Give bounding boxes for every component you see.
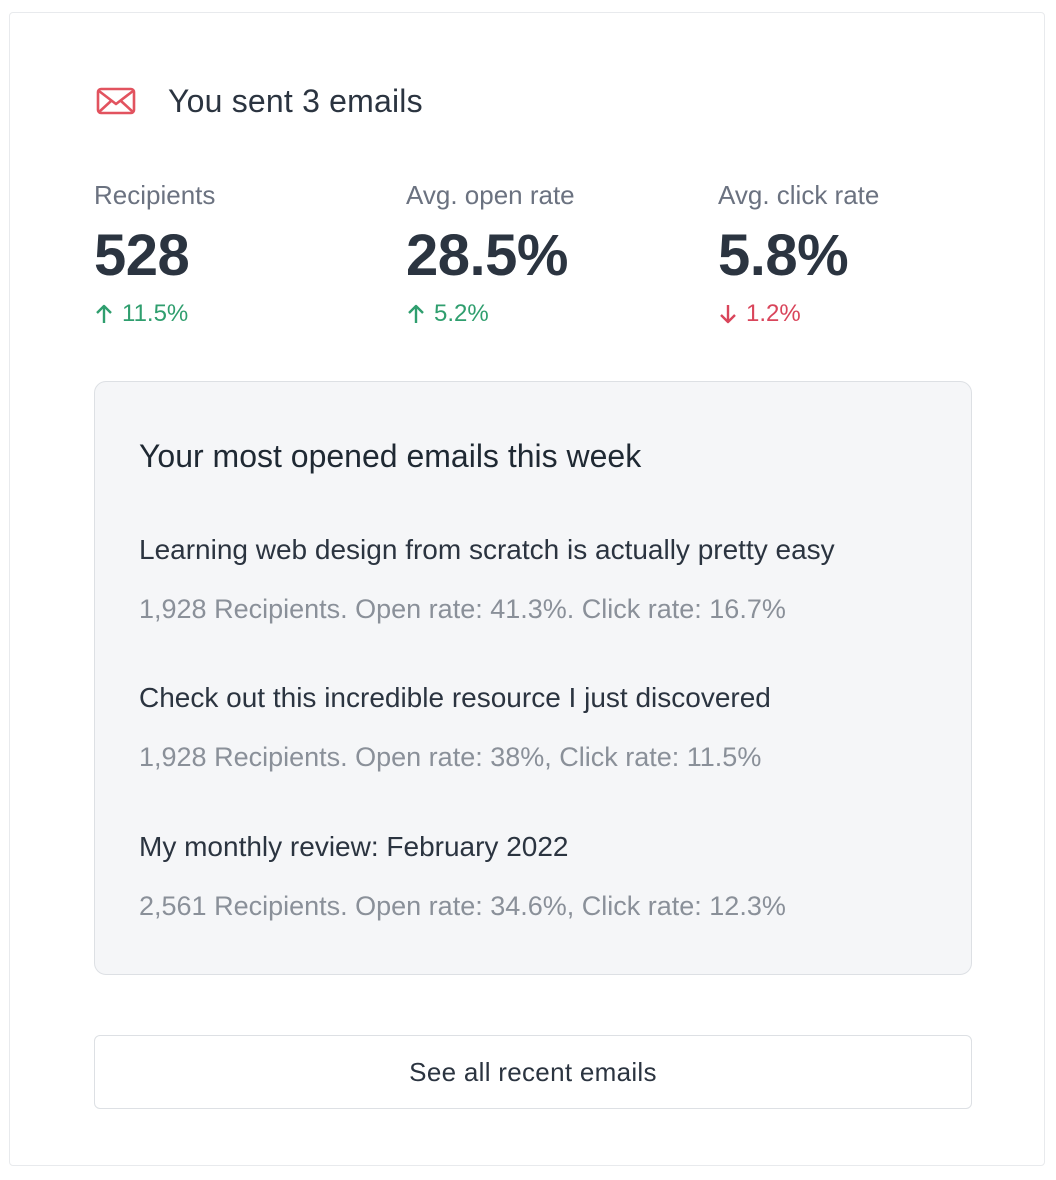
stat-open-rate: Avg. open rate 28.5% 5.2%: [406, 179, 696, 329]
email-summary-card: You sent 3 emails Recipients 528 11.5% A…: [9, 12, 1045, 1166]
header-title: You sent 3 emails: [168, 82, 423, 119]
stat-change: 1.2%: [718, 299, 1008, 329]
arrow-up-icon: [406, 303, 426, 325]
stat-label: Recipients: [94, 180, 216, 210]
stat-recipients: Recipients 528 11.5%: [94, 179, 384, 329]
email-subject[interactable]: My monthly review: February 2022: [139, 831, 569, 862]
most-opened-panel: Your most opened emails this week Learni…: [94, 381, 972, 975]
panel-title: Your most opened emails this week: [139, 438, 642, 474]
arrow-up-icon: [94, 303, 114, 325]
stat-value: 5.8%: [718, 223, 849, 288]
stat-click-rate: Avg. click rate 5.8% 1.2%: [718, 179, 1008, 329]
stat-label: Avg. open rate: [406, 180, 575, 210]
email-stats: 1,928 Recipients. Open rate: 38%, Click …: [139, 742, 762, 772]
email-stats: 2,561 Recipients. Open rate: 34.6%, Clic…: [139, 891, 786, 921]
stats-row: Recipients 528 11.5% Avg. open rate 28.5…: [94, 179, 994, 349]
email-subject[interactable]: Check out this incredible resource I jus…: [139, 682, 771, 713]
arrow-down-icon: [718, 303, 738, 325]
stat-value: 28.5%: [406, 223, 568, 288]
stat-change-value: 1.2%: [746, 300, 801, 327]
stat-change-value: 11.5%: [122, 300, 189, 327]
stat-change: 11.5%: [94, 299, 384, 329]
email-stats: 1,928 Recipients. Open rate: 41.3%. Clic…: [139, 594, 786, 624]
see-all-emails-button[interactable]: See all recent emails: [94, 1035, 972, 1109]
stat-label: Avg. click rate: [718, 180, 880, 210]
list-item: My monthly review: February 2022 2,561 R…: [139, 829, 939, 923]
stat-value: 528: [94, 223, 190, 288]
email-subject[interactable]: Learning web design from scratch is actu…: [139, 534, 835, 565]
stat-change-value: 5.2%: [434, 300, 489, 327]
list-item: Learning web design from scratch is actu…: [139, 532, 939, 626]
card-header: You sent 3 emails: [96, 81, 423, 121]
list-item: Check out this incredible resource I jus…: [139, 680, 939, 774]
stat-change: 5.2%: [406, 299, 696, 329]
mail-icon: [96, 86, 136, 116]
